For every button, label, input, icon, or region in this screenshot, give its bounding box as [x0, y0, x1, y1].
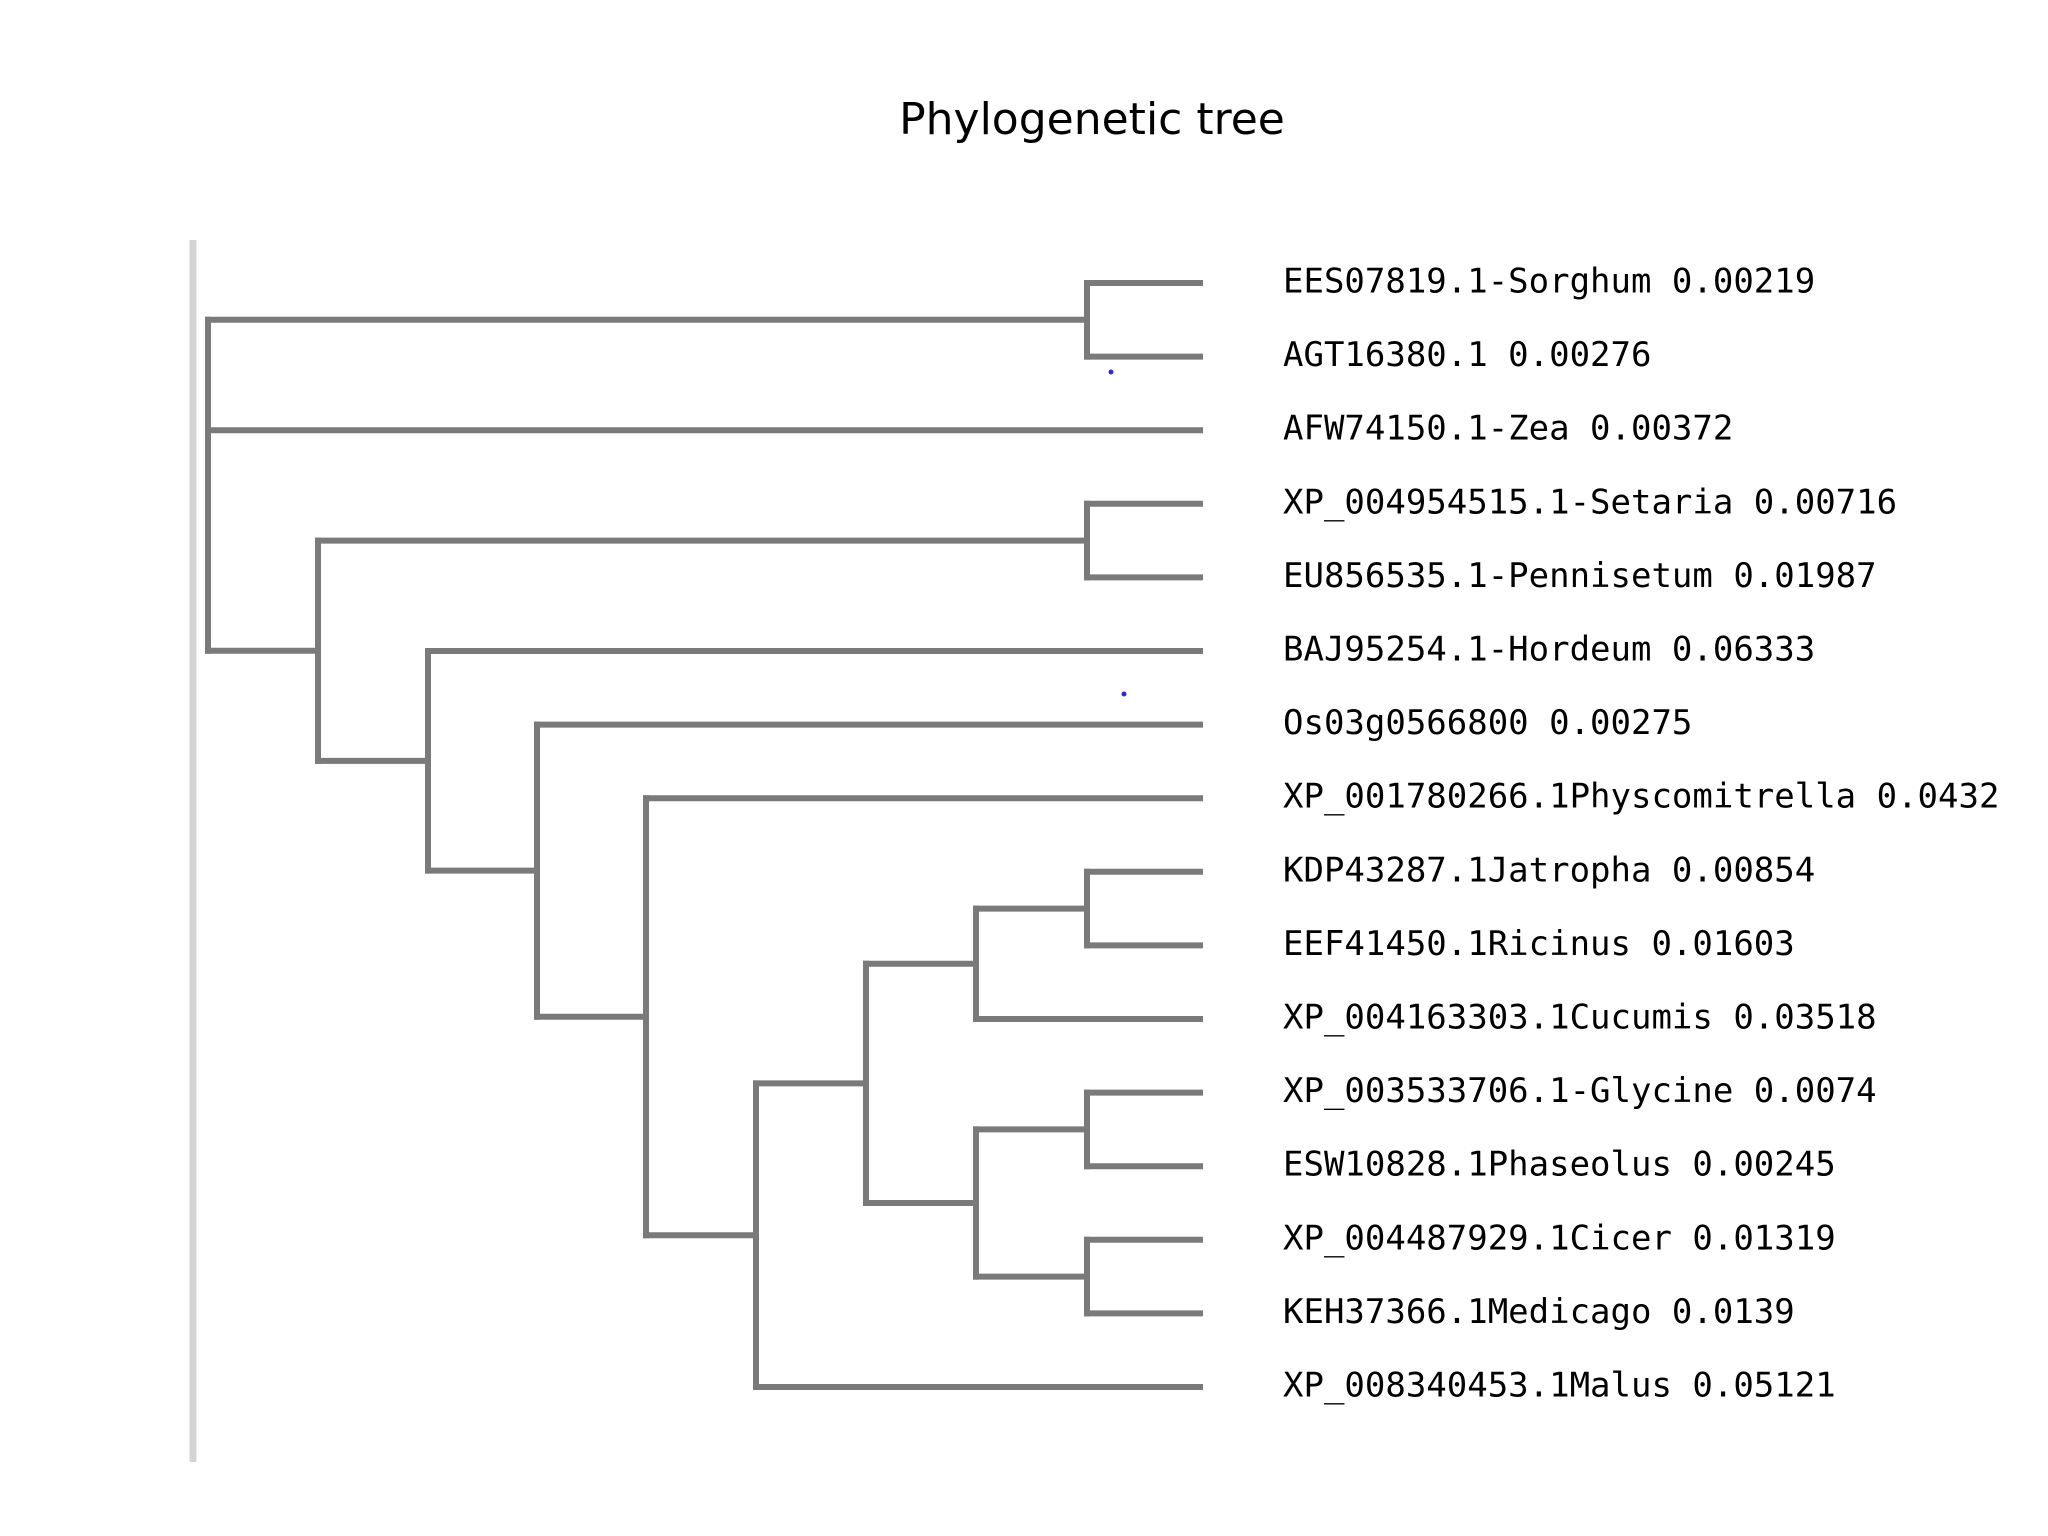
leaf-label-L15: KEH37366.1Medicago 0.0139: [1283, 1292, 1795, 1332]
leaf-label-L8: XP_001780266.1Physcomitrella 0.0432: [1283, 777, 1999, 817]
diagram-title: Phylogenetic tree: [899, 94, 1285, 145]
leaf-label-L7: Os03g0566800 0.00275: [1283, 703, 1692, 743]
artifact-dot-2: [1121, 691, 1127, 697]
leaf-label-L11: XP_004163303.1Cucumis 0.03518: [1283, 998, 1877, 1038]
leaf-label-L16: XP_008340453.1Malus 0.05121: [1283, 1366, 1836, 1406]
leaf-label-L14: XP_004487929.1Cicer 0.01319: [1283, 1218, 1836, 1258]
leaf-label-L5: EU856535.1-Pennisetum 0.01987: [1283, 556, 1877, 596]
leaf-label-L2: AGT16380.1 0.00276: [1283, 335, 1651, 375]
leaf-label-L6: BAJ95254.1-Hordeum 0.06333: [1283, 630, 1815, 670]
leaf-label-L3: AFW74150.1-Zea 0.00372: [1283, 409, 1733, 449]
leaf-label-L4: XP_004954515.1-Setaria 0.00716: [1283, 482, 1897, 522]
leaf-label-L9: KDP43287.1Jatropha 0.00854: [1283, 850, 1815, 890]
artifact-dot-1: [1108, 369, 1114, 375]
leaf-label-L13: ESW10828.1Phaseolus 0.00245: [1283, 1145, 1836, 1185]
leaf-label-L1: EES07819.1-Sorghum 0.00219: [1283, 262, 1815, 302]
leaf-label-L12: XP_003533706.1-Glycine 0.0074: [1283, 1071, 1877, 1111]
leaf-label-L10: EEF41450.1Ricinus 0.01603: [1283, 924, 1795, 964]
